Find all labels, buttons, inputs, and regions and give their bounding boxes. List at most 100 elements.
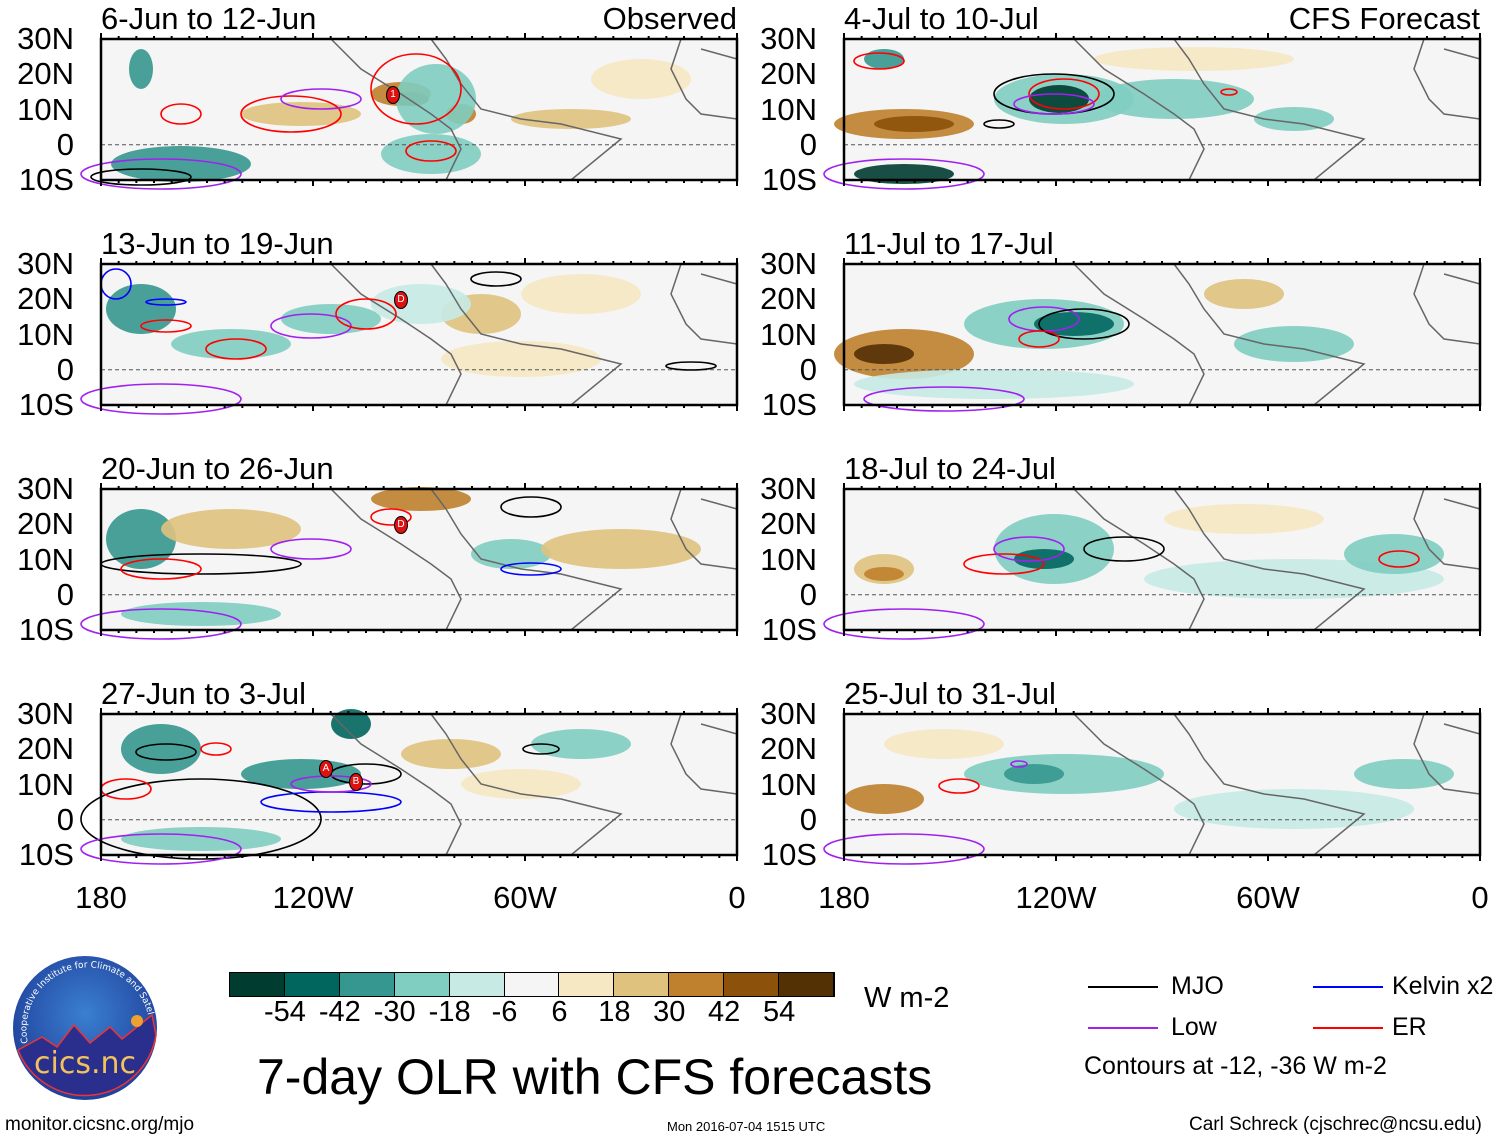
lat-label: 0 [799, 351, 817, 387]
olr-anomaly-area [121, 602, 281, 626]
legend-mjo-label: MJO [1171, 972, 1224, 1000]
olr-anomaly-area [1094, 79, 1254, 119]
panel-title: 4-Jul to 10-Jul [844, 1, 1039, 36]
lat-label: 10S [18, 837, 74, 872]
wave-contour [335, 298, 397, 330]
wave-contour [135, 743, 197, 761]
wave-contour [1378, 550, 1420, 568]
olr-anomaly-area [401, 739, 501, 769]
colorbar-swatch [504, 973, 560, 996]
wave-contour [522, 743, 560, 755]
wave-contour [280, 88, 362, 110]
legend-er-label: ER [1392, 1013, 1427, 1041]
source-url[interactable]: monitor.cicsnc.org/mjo [5, 1114, 195, 1135]
panel-tag: Observed [602, 1, 737, 36]
wave-contour [1018, 330, 1060, 348]
lat-label: 10S [18, 612, 74, 647]
contour-note: Contours at -12, -36 W m-2 [1084, 1052, 1387, 1080]
lat-label: 20N [17, 506, 74, 542]
lat-label: 10N [760, 541, 817, 577]
wave-contour [90, 168, 192, 186]
olr-anomaly-area [1354, 759, 1454, 789]
map-frame [842, 487, 1482, 632]
lon-label: 120W [1015, 880, 1097, 915]
coastline [1073, 488, 1481, 631]
olr-anomaly-area [331, 709, 371, 739]
olr-map-panel [80, 708, 739, 865]
colorbar-units: W m-2 [864, 982, 950, 1014]
colorbar-swatch [284, 973, 340, 996]
colorbar-label: -30 [373, 996, 416, 1028]
wave-contour [80, 833, 242, 865]
olr-anomaly-area [129, 49, 153, 89]
figure-title: 7-day OLR with CFS forecasts [257, 1049, 933, 1105]
wave-contour [863, 386, 1025, 412]
colorbar-swatch [559, 973, 615, 996]
lat-label: 30N [760, 696, 817, 731]
legend-kelvin-line [1313, 986, 1383, 988]
lat-label: 20N [17, 56, 74, 92]
legend-er-line [1313, 1027, 1383, 1029]
olr-anomaly-area [1164, 504, 1324, 534]
lat-label: 0 [799, 801, 817, 837]
wave-contour [160, 103, 202, 125]
legend-kelvin-label: Kelvin x2 [1392, 972, 1494, 1000]
wave-contour [140, 319, 192, 333]
lat-label: 20N [760, 281, 817, 317]
map-frame [99, 262, 739, 407]
panel-title: 25-Jul to 31-Jul [844, 676, 1056, 711]
colorbar-label: -18 [428, 996, 471, 1028]
colorbar-label: 42 [708, 996, 741, 1028]
map-frame [99, 487, 739, 632]
wave-contour [240, 95, 342, 133]
lat-label: 0 [799, 126, 817, 162]
colorbar-label: 30 [653, 996, 686, 1028]
olr-anomaly-area [854, 369, 1134, 399]
author-credit: Carl Schreck (cjschrec@ncsu.edu) [1189, 1114, 1482, 1135]
storm-marker: A [319, 760, 333, 778]
legend-mjo-line [1088, 986, 1158, 988]
olr-anomaly-area [461, 769, 581, 799]
coastline [330, 488, 738, 631]
colorbar-swatch [614, 973, 670, 996]
olr-anomaly-area [874, 116, 954, 132]
olr-anomaly-area [396, 64, 476, 134]
wave-contour [80, 383, 242, 415]
coastline [1073, 713, 1481, 856]
wave-contour [80, 158, 242, 190]
wave-contour [500, 496, 562, 518]
wave-contour [1220, 88, 1238, 96]
colorbar-label: -54 [263, 996, 306, 1028]
colorbar-swatch [779, 973, 834, 996]
wave-contour [470, 271, 522, 287]
wave-contour [1038, 308, 1130, 340]
lat-label: 0 [56, 126, 74, 162]
lat-label: 30N [17, 21, 74, 56]
lat-label: 30N [760, 21, 817, 56]
olr-anomaly-area [541, 529, 701, 569]
wave-contour [823, 833, 985, 865]
olr-anomaly-area [1234, 326, 1354, 362]
wave-contour [290, 775, 372, 793]
wave-contour [120, 558, 202, 580]
olr-anomaly-area [371, 284, 471, 324]
wave-contour [145, 298, 187, 306]
lat-label: 20N [760, 506, 817, 542]
colorbar-label: 18 [598, 996, 631, 1028]
panel-title: 20-Jun to 26-Jun [101, 451, 334, 486]
colorbar-swatch [339, 973, 395, 996]
olr-anomaly-area [591, 59, 691, 99]
lat-label: 20N [760, 56, 817, 92]
olr-anomaly-area [161, 509, 301, 549]
wave-contour [270, 313, 352, 339]
storm-marker: D [394, 516, 408, 534]
olr-anomaly-area [1254, 107, 1334, 131]
lat-label: 10S [18, 162, 74, 197]
wave-contour [205, 338, 267, 360]
lon-label: 60W [493, 880, 557, 915]
olr-anomaly-area [381, 134, 481, 174]
lat-label: 30N [17, 696, 74, 731]
panel-tag: CFS Forecast [1288, 1, 1480, 36]
olr-anomaly-area [241, 102, 361, 126]
lat-label: 0 [56, 576, 74, 612]
